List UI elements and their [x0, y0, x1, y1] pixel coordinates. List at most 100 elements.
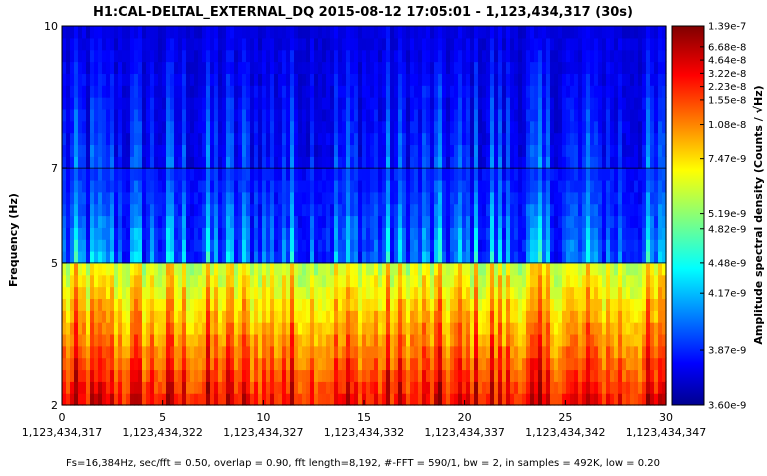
- spectrogram-cell: [594, 203, 599, 217]
- spectrogram-cell: [290, 203, 295, 217]
- spectrogram-cell: [422, 61, 427, 74]
- spectrogram-cell: [522, 203, 527, 217]
- spectrogram-cell: [566, 262, 571, 276]
- spectrogram-cell: [498, 251, 503, 264]
- spectrogram-cell: [210, 37, 215, 51]
- spectrogram-cell: [426, 156, 431, 169]
- spectrogram-cell: [82, 239, 87, 252]
- spectrogram-cell: [558, 239, 563, 252]
- colorbar-tick-label: 3.87e-9: [708, 346, 746, 357]
- spectrogram-cell: [590, 156, 595, 169]
- spectrogram-cell: [362, 49, 367, 63]
- spectrogram-cell: [346, 108, 351, 122]
- spectrogram-cell: [342, 144, 347, 157]
- spectrogram-cell: [118, 203, 123, 217]
- spectrogram-cell: [246, 49, 251, 63]
- spectrogram-cell: [586, 393, 591, 406]
- spectrogram-cell: [454, 381, 459, 394]
- spectrogram-cell: [614, 61, 619, 74]
- spectrogram-cell: [474, 37, 479, 51]
- spectrogram-cell: [194, 37, 199, 51]
- spectrogram-cell: [146, 144, 151, 157]
- spectrogram-cell: [254, 369, 259, 382]
- spectrogram-cell: [214, 322, 219, 335]
- spectrogram-cell: [154, 357, 159, 371]
- spectrogram-cell: [310, 132, 315, 146]
- spectrogram-cell: [86, 345, 91, 359]
- spectrogram-cell: [410, 156, 415, 169]
- spectrogram-cell: [374, 73, 379, 86]
- spectrogram-cell: [594, 168, 599, 181]
- spectrogram-cell: [646, 286, 651, 299]
- spectrogram-cell: [582, 203, 587, 217]
- spectrogram-cell: [198, 262, 203, 276]
- spectrogram-cell: [134, 298, 139, 311]
- spectrogram-cell: [586, 274, 591, 288]
- spectrogram-cell: [470, 381, 475, 394]
- spectrogram-cell: [282, 156, 287, 169]
- spectrogram-cell: [198, 191, 203, 205]
- spectrogram-cell: [622, 97, 627, 110]
- spectrogram-cell: [438, 298, 443, 311]
- spectrogram-cell: [202, 120, 207, 134]
- spectrogram-cell: [126, 156, 131, 169]
- spectrogram-cell: [190, 26, 195, 39]
- colorbar-gradient: [671, 25, 705, 406]
- spectrogram-cell: [362, 357, 367, 371]
- spectrogram-cell: [434, 286, 439, 299]
- spectrogram-cell: [654, 120, 659, 134]
- spectrogram-cell: [502, 132, 507, 146]
- spectrogram-cell: [378, 239, 383, 252]
- spectrogram-cell: [662, 26, 667, 39]
- spectrogram-cell: [582, 393, 587, 406]
- spectrogram-cell: [266, 108, 271, 122]
- spectrogram-cell: [426, 61, 431, 74]
- spectrogram-cell: [130, 333, 135, 347]
- spectrogram-cell: [358, 37, 363, 51]
- spectrogram-cell: [662, 227, 667, 240]
- spectrogram-cell: [174, 132, 179, 146]
- spectrogram-cell: [258, 369, 263, 382]
- spectrogram-cell: [646, 179, 651, 193]
- spectrogram-cell: [470, 274, 475, 288]
- spectrogram-cell: [82, 156, 87, 169]
- spectrogram-cell: [190, 251, 195, 264]
- spectrogram-cell: [78, 298, 83, 311]
- spectrogram-cell: [366, 26, 371, 39]
- spectrogram-cell: [194, 322, 199, 335]
- x-tick-gps-label: 1,123,434,327: [223, 426, 303, 439]
- spectrogram-cell: [266, 97, 271, 110]
- spectrogram-cell: [322, 156, 327, 169]
- spectrogram-cell: [554, 345, 559, 359]
- spectrogram-cell: [658, 286, 663, 299]
- spectrogram-cell: [310, 203, 315, 217]
- spectrogram-cell: [490, 274, 495, 288]
- spectrogram-cell: [378, 85, 383, 98]
- spectrogram-cell: [466, 251, 471, 264]
- spectrogram-cell: [82, 227, 87, 240]
- spectrogram-cell: [130, 85, 135, 98]
- spectrogram-cell: [326, 85, 331, 98]
- spectrogram-cell: [254, 191, 259, 205]
- spectrogram-cell: [230, 49, 235, 63]
- spectrogram-cell: [542, 381, 547, 394]
- spectrogram-cell: [370, 156, 375, 169]
- spectrogram-cell: [514, 286, 519, 299]
- spectrogram-cell: [610, 120, 615, 134]
- spectrogram-cell: [458, 369, 463, 382]
- spectrogram-cell: [626, 262, 631, 276]
- spectrogram-cell: [466, 310, 471, 323]
- spectrogram-cell: [454, 37, 459, 51]
- spectrogram-cell: [130, 108, 135, 122]
- spectrogram-cell: [242, 179, 247, 193]
- spectrogram-cell: [78, 215, 83, 228]
- spectrogram-cell: [570, 286, 575, 299]
- spectrogram-cell: [506, 26, 511, 39]
- spectrogram-cell: [134, 393, 139, 406]
- spectrogram-cell: [606, 191, 611, 205]
- spectrogram-cell: [358, 357, 363, 371]
- spectrogram-cell: [454, 215, 459, 228]
- spectrogram-cell: [634, 156, 639, 169]
- spectrogram-cell: [438, 144, 443, 157]
